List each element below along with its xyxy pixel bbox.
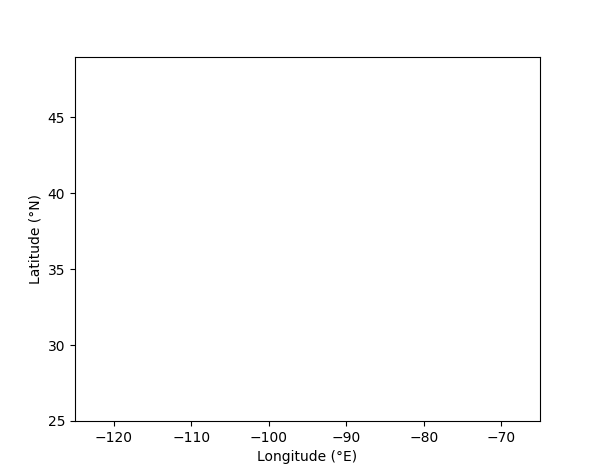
X-axis label: Longitude (°E): Longitude (°E): [257, 450, 358, 464]
Y-axis label: Latitude (°N): Latitude (°N): [28, 194, 42, 284]
